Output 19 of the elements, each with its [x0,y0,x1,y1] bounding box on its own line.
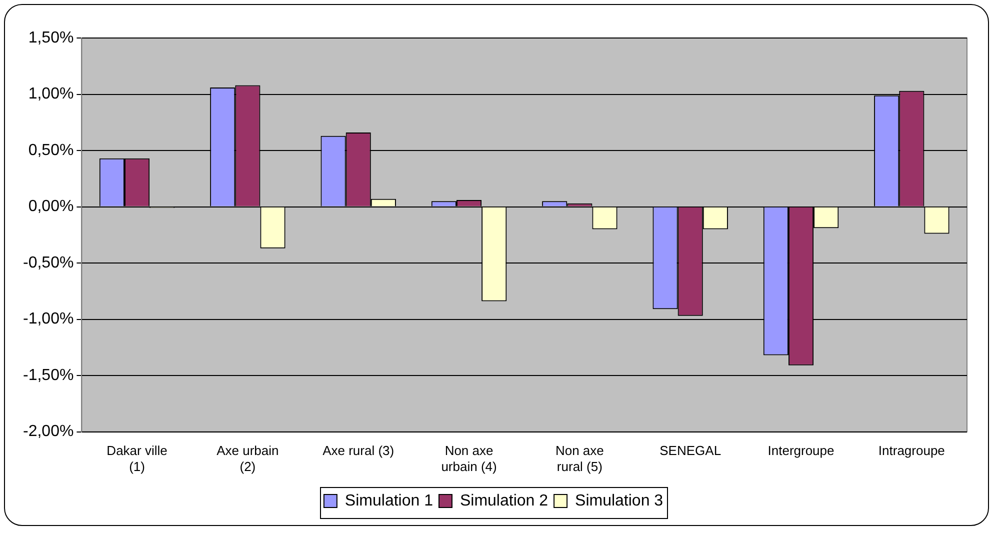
y-tick-label: -1,00% [22,310,74,328]
y-tick-label: 0,50% [28,142,74,159]
legend-label: Simulation 1 [344,492,434,510]
x-tick-label: Non axe rural (5) [555,443,604,474]
legend-label: Simulation 3 [575,492,664,510]
x-tick-label: Intragroupe [878,443,945,458]
y-tick-label: 1,00% [28,86,74,103]
x-tick-label: Dakar ville (1) [106,443,168,474]
y-tick-label: -0,50% [22,254,74,272]
y-tick-label: -1,50% [22,366,74,384]
x-tick-label: Axe rural (3) [322,443,394,458]
y-tick-label: 1,50% [28,29,74,46]
x-tick-label: Intergroupe [768,443,834,458]
x-tick-label: Axe urbain (2) [216,443,279,474]
x-tick-label: SENEGAL [660,443,722,458]
legend-label: Simulation 2 [460,492,548,510]
y-tick-label: 0,00% [28,198,74,216]
y-tick-label: -2,00% [22,423,74,440]
x-tick-label: Non axe urbain (4) [441,443,497,474]
